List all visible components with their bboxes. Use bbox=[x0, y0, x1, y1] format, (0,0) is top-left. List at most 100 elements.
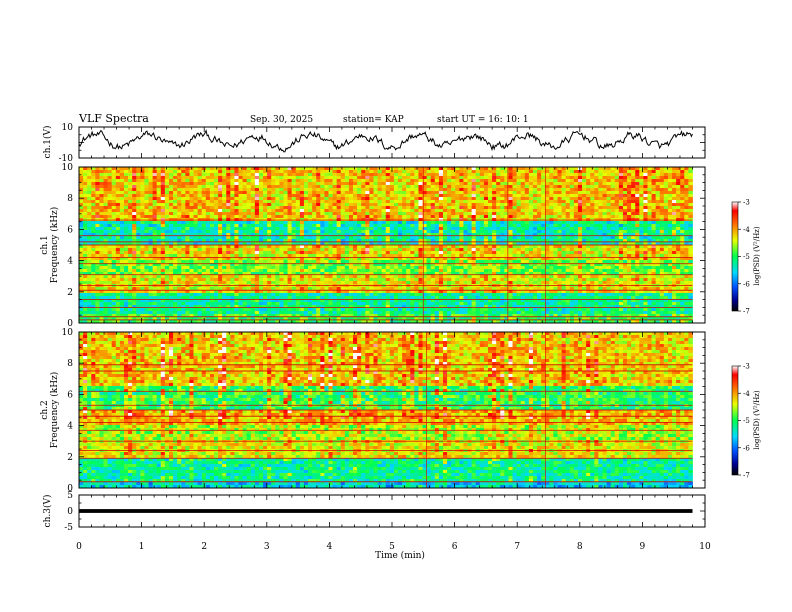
spectrogram-cell bbox=[132, 269, 137, 273]
spectrogram-cell bbox=[455, 206, 460, 210]
spectrogram-cell bbox=[254, 281, 260, 285]
spectrogram-cell bbox=[320, 233, 325, 237]
spectrogram-cell bbox=[83, 233, 88, 237]
spectrogram-cell bbox=[422, 203, 428, 207]
spectrogram-cell bbox=[128, 302, 133, 306]
spectrogram-cell bbox=[123, 230, 129, 234]
spectrogram-cell bbox=[250, 311, 256, 315]
spectrogram-cell bbox=[164, 305, 170, 309]
spectrogram-cell bbox=[267, 254, 272, 258]
spectrogram-cell bbox=[111, 188, 117, 192]
spectrogram-cell bbox=[430, 203, 436, 207]
spectrogram-cell bbox=[410, 230, 415, 234]
spectrogram-cell bbox=[148, 248, 154, 252]
spectrogram-cell bbox=[238, 290, 243, 294]
spectrogram-cell bbox=[451, 191, 456, 195]
spectrogram-cell bbox=[160, 230, 166, 234]
spectrogram-cell bbox=[226, 269, 231, 273]
spectrogram-cell bbox=[177, 191, 182, 195]
spectrogram-cell bbox=[99, 287, 104, 291]
spectrogram-cell bbox=[381, 248, 387, 252]
spectrogram-cell bbox=[197, 296, 203, 300]
ch1-ytick-bottom: -10 bbox=[59, 154, 74, 164]
spectrogram-cell bbox=[258, 197, 264, 201]
spectrogram-cell bbox=[201, 281, 207, 285]
spectrogram-cell bbox=[385, 188, 391, 192]
spectrogram-cell bbox=[250, 242, 256, 246]
spectrogram-cell bbox=[136, 212, 141, 216]
spectrogram-cell bbox=[230, 260, 235, 264]
spectrogram-cell bbox=[312, 263, 317, 267]
spectrogram-cell bbox=[83, 305, 88, 309]
spectrogram-cell bbox=[410, 287, 415, 291]
spectrogram-cell bbox=[177, 230, 182, 234]
spectrogram-cell bbox=[430, 215, 436, 219]
spectrogram-cell bbox=[299, 260, 305, 264]
spectrogram-cell bbox=[177, 197, 182, 201]
spectrogram-cell bbox=[218, 197, 223, 201]
spectrogram-cell bbox=[414, 251, 419, 255]
spectrogram-cell bbox=[316, 275, 321, 279]
spectrogram-cell bbox=[83, 311, 88, 315]
spectrogram-cell bbox=[312, 194, 317, 198]
spectrogram-cell bbox=[389, 236, 395, 240]
spectrogram-cell bbox=[393, 215, 399, 219]
spectrogram-cell bbox=[140, 197, 145, 201]
spectrogram-cell bbox=[87, 200, 92, 204]
spectrogram-cell bbox=[230, 272, 235, 276]
spectrogram-cell bbox=[308, 251, 313, 255]
spectrogram-cell bbox=[258, 263, 264, 267]
spectrogram-cell bbox=[447, 179, 452, 183]
spectrogram-cell bbox=[385, 215, 391, 219]
spectrogram-cell bbox=[218, 263, 223, 267]
spectrogram-cell bbox=[250, 308, 256, 312]
spectrogram-cell bbox=[115, 182, 121, 186]
spectrogram-cell bbox=[91, 263, 96, 267]
spectrogram-cell bbox=[222, 251, 227, 255]
spectrogram-cell bbox=[79, 230, 84, 234]
spectrogram-cell bbox=[148, 260, 154, 264]
spectrogram-cell bbox=[418, 191, 423, 195]
spectrogram-cell bbox=[353, 182, 358, 186]
spectrogram-cell bbox=[348, 209, 354, 213]
spectrogram-cell bbox=[254, 191, 260, 195]
spectrogram-cell bbox=[373, 194, 378, 198]
spectrogram-cell bbox=[267, 191, 272, 195]
spectrogram-cell bbox=[103, 260, 109, 264]
spectrogram-cell bbox=[226, 248, 231, 252]
spectrogram-cell bbox=[136, 254, 141, 258]
spectrogram-cell bbox=[189, 179, 194, 183]
spectrogram-cell bbox=[123, 317, 129, 321]
spectrogram-cell bbox=[144, 299, 149, 303]
spectrogram-cell bbox=[385, 230, 391, 234]
spectrogram-cell bbox=[79, 287, 84, 291]
spectrogram-cell bbox=[99, 215, 104, 219]
spectrogram-cell bbox=[320, 305, 325, 309]
spectrogram-cell bbox=[144, 254, 149, 258]
spectrogram-cell bbox=[201, 206, 207, 210]
spectrogram-cell bbox=[160, 266, 166, 270]
spectrogram-cell bbox=[205, 215, 211, 219]
spectrogram-cell bbox=[119, 305, 125, 309]
spectrogram-cell bbox=[132, 281, 137, 285]
spectrogram-cell bbox=[144, 227, 149, 231]
spectrogram-cell bbox=[95, 257, 100, 261]
spectrogram-cell bbox=[459, 248, 464, 252]
spectrogram-cell bbox=[451, 170, 456, 174]
spectrogram-cell bbox=[205, 206, 211, 210]
spectrogram-cell bbox=[103, 317, 109, 321]
spectrogram-cell bbox=[303, 311, 309, 315]
spectrogram-cell bbox=[250, 269, 256, 273]
spectrogram-cell bbox=[140, 200, 145, 204]
spectrogram-cell bbox=[189, 191, 194, 195]
spectrogram-cell bbox=[132, 230, 137, 234]
spectrogram-cell bbox=[168, 197, 174, 201]
spectrogram-cell bbox=[242, 320, 248, 324]
spectrogram-cell bbox=[267, 206, 272, 210]
spectrogram-cell bbox=[434, 296, 440, 300]
spectrogram-cell bbox=[430, 305, 436, 309]
spectrogram-cell bbox=[128, 275, 133, 279]
spectrogram-cell bbox=[181, 287, 186, 291]
spectrogram-cell bbox=[377, 278, 383, 282]
spectrogram-cell bbox=[91, 320, 96, 324]
